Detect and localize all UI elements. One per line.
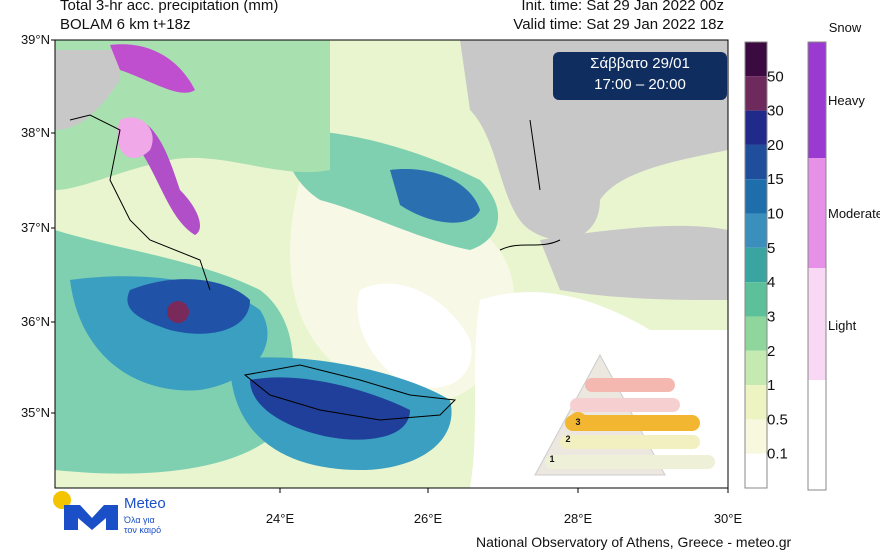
precip-label: 20: [767, 137, 784, 154]
precip-swatch: [745, 350, 767, 386]
precip-swatch: [745, 453, 767, 488]
lon-label: 30°E: [714, 511, 743, 526]
logo: [53, 491, 118, 530]
lat-label: 36°N: [21, 314, 50, 329]
lon-label: 28°E: [564, 511, 593, 526]
precip-swatch: [745, 247, 767, 283]
precip-swatch: [745, 282, 767, 317]
warning-pyramid: [530, 350, 725, 480]
precip-swatch: [745, 316, 767, 351]
precip-swatch: [745, 385, 767, 420]
title: Total 3-hr acc. precipitation (mm): [60, 0, 278, 14]
warning-level: 3: [575, 417, 580, 427]
precip-bar: 50 30 20 15 10 5 4 3 2 1 0.5 0.1: [744, 41, 788, 489]
lat-label: 39°N: [21, 32, 50, 47]
snow-level: Light: [828, 318, 857, 333]
precip-swatch: [745, 42, 767, 77]
precip-label: 50: [767, 68, 784, 85]
precip-label: 3: [767, 308, 775, 325]
model: BOLAM 6 km t+18z: [60, 16, 190, 33]
precip-bar-frame: [744, 41, 768, 489]
precip-label: 0.1: [767, 446, 788, 463]
snow-level: Heavy: [828, 93, 865, 108]
precip-label: 2: [767, 343, 775, 360]
valid-time: Valid time: Sat 29 Jan 2022 18z: [513, 16, 724, 33]
precip-swatch: [745, 213, 767, 248]
precip-swatch: [745, 110, 767, 145]
time-box: [553, 52, 727, 100]
precip-label: 5: [767, 240, 775, 257]
precip-label: 1: [767, 377, 775, 394]
precip-swatch: [745, 179, 767, 214]
precip-label: 4: [767, 274, 775, 291]
logo-tagline: Όλα για: [123, 515, 155, 525]
logo-tagline: τον καιρό: [124, 525, 161, 535]
snow-level: Moderate: [828, 206, 880, 221]
lat-label: 38°N: [21, 125, 50, 140]
precip-label: 0.5: [767, 411, 788, 428]
precip-label: 30: [767, 103, 784, 120]
lat-label: 37°N: [21, 220, 50, 235]
precip-label: 15: [767, 171, 784, 188]
snow-title: Snow: [829, 20, 862, 35]
warning-level: 2: [565, 434, 570, 444]
precip-swatch: [745, 144, 767, 180]
lon-label: 24°E: [266, 511, 295, 526]
footer: National Observatory of Athens, Greece -…: [476, 534, 791, 550]
lon-label: 26°E: [414, 511, 443, 526]
time-box-day: Σάββατο 29/01: [590, 55, 690, 72]
lat-label: 35°N: [21, 405, 50, 420]
precip-label: 10: [767, 206, 784, 223]
warning-levels: 32 1: [549, 417, 580, 464]
snow-bar: [807, 41, 827, 491]
map-frame: [54, 39, 729, 489]
logo-name: Meteo: [124, 495, 166, 512]
precip-swatch: [745, 76, 767, 111]
time-box-hours: 17:00 – 20:00: [594, 76, 686, 93]
precip-swatch: [745, 419, 767, 454]
init-time: Init. time: Sat 29 Jan 2022 00z: [521, 0, 724, 14]
warning-level: 1: [549, 454, 554, 464]
